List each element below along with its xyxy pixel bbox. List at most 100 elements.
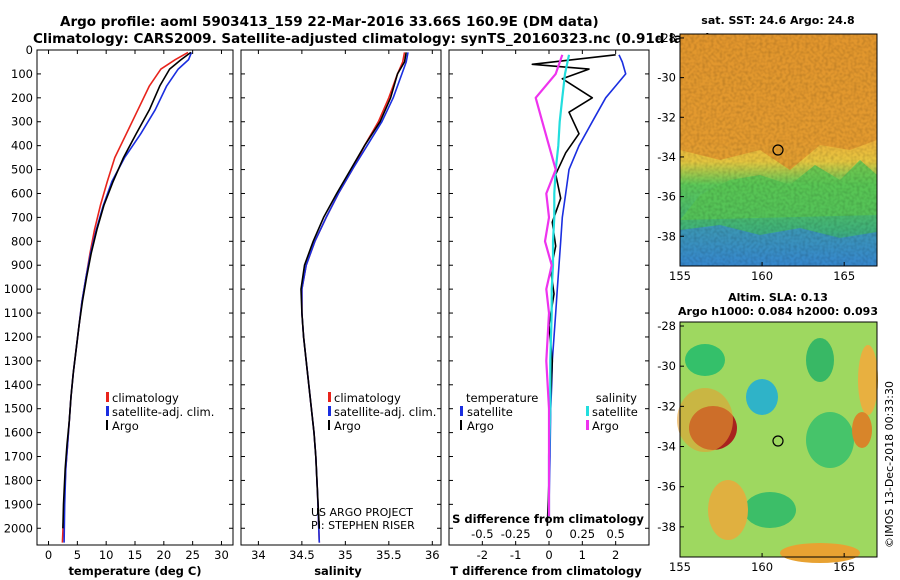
sla-eddy-green-4 [744,492,796,528]
legend-swatch-climatology [106,392,109,402]
map-y-tick-label: -36 [657,480,676,494]
legend-label-satellite: satellite-adj. clim. [334,405,436,419]
sla-eddy-orange-5 [780,543,860,563]
difference-secondary-ticks: -0.5 -0.25 0 0.25 0.5 [471,527,625,541]
series-line-temperature-argo [531,54,616,526]
depth-tick-label: 1700 [4,450,33,464]
map-y-tick-label: -34 [657,440,676,454]
legend-swatch-satellite [328,406,331,416]
x-tick-label: 36 [425,548,440,562]
x-tick-label: -1 [510,548,521,562]
legend-swatch-satellite [106,406,109,416]
difference-x-ticks: -2 -1 0 1 2 [477,50,619,562]
legend-swatch-temperature-satellite [460,406,463,416]
series-line-salinity-satellite [547,54,571,517]
depth-tick-label: 100 [11,67,33,81]
series-line-climatology [61,51,189,543]
x-tick-label: 20 [157,548,172,562]
x-tick-label: 5 [74,548,81,562]
sla-map-subtitle: Argo h1000: 0.084 h2000: 0.093 [678,305,878,318]
sst-texture [680,34,877,266]
project-annotation: US ARGO PROJECT [311,506,413,519]
salinity-panel-frame [240,49,442,546]
map-y-tick-label: -32 [657,110,676,124]
sla-argo-marker [772,435,784,447]
temperature-series [61,51,193,543]
sst-map: 155 160 165 -28 -30 -32 -34 -36 -38 [657,31,878,283]
depth-tick-label: 500 [11,163,33,177]
map-x-tick-label: 155 [669,269,691,283]
x-tick-label: 1 [579,548,586,562]
sla-map: 155 160 165 -28 -30 -32 -34 -36 -38 [657,319,878,574]
chart-title-line2: Climatology: CARS2009. Satellite-adjuste… [33,31,711,47]
series-line-climatology [301,52,406,543]
depth-tick-label: 1300 [4,354,33,368]
depth-tick-label: 1100 [4,306,33,320]
x-tick-label: 34 [251,548,266,562]
depth-tick-marks [37,49,649,529]
series-line-argo [300,52,407,529]
temperature-x-ticks: 0 5 10 15 20 25 30 [45,50,229,562]
difference-legend: temperature satellite Argo salinity sate… [460,391,638,433]
legend-label-temperature-satellite: satellite [467,405,513,419]
map-y-tick-label: -38 [657,520,676,534]
sla-eddy-orange-2 [708,480,748,540]
depth-tick-label: 1600 [4,426,33,440]
depth-tick-label: 900 [11,258,33,272]
legend-title-temperature: temperature [466,391,538,405]
salinity-x-ticks: 34 34.5 35 35.5 36 [251,50,440,562]
map-x-tick-label: 160 [751,560,773,574]
secondary-x-tick-label: -0.5 [471,527,493,541]
legend-label-satellite: satellite-adj. clim. [112,405,214,419]
x-tick-label: 35.5 [376,548,402,562]
temperature-legend: climatology satellite-adj. clim. Argo [106,391,214,433]
map-y-tick-label: -30 [657,359,676,373]
depth-tick-label: 1900 [4,497,33,511]
footer-credit: ©IMOS 13-Dec-2018 00:33:30 [883,381,896,548]
legend-label-temperature-argo: Argo [467,419,494,433]
depth-tick-label: 600 [11,186,33,200]
x-tick-label: 30 [214,548,229,562]
legend-swatch-argo [328,420,330,430]
sst-map-frame [679,33,878,267]
sla-map-ticks: 155 160 165 -28 -30 -32 -34 -36 -38 [657,319,855,574]
map-y-tick-label: -36 [657,190,676,204]
map-x-tick-label: 165 [833,269,855,283]
legend-title-salinity: salinity [596,391,637,405]
salinity-legend: climatology satellite-adj. clim. Argo [328,391,436,433]
salinity-series [300,52,409,543]
sla-map-title: Altim. SLA: 0.13 [728,291,828,304]
map-x-tick-label: 155 [669,560,691,574]
difference-series [531,54,627,526]
legend-label-argo: Argo [112,419,139,433]
x-tick-label: 10 [99,548,114,562]
legend-label-salinity-argo: Argo [592,419,619,433]
depth-tick-label: 1400 [4,378,33,392]
x-tick-label: 0 [45,548,52,562]
sla-eddy-cyan [746,379,778,415]
map-y-tick-label: -34 [657,150,676,164]
legend-swatch-salinity-argo [586,420,589,430]
depth-tick-label: 1800 [4,473,33,487]
chart-title-line1: Argo profile: aoml 5903413_159 22-Mar-20… [60,14,599,30]
secondary-x-tick-label: 0 [545,527,552,541]
secondary-x-tick-label: 0.25 [570,527,596,541]
depth-tick-label: 0 [26,43,33,57]
legend-swatch-argo [106,420,108,430]
secondary-x-tick-label: -0.25 [501,527,531,541]
map-y-tick-label: -28 [657,319,676,333]
sst-map-ticks: 155 160 165 -28 -30 -32 -34 -36 -38 [657,31,855,283]
legend-swatch-temperature-argo [460,420,462,430]
sst-map-title: sat. SST: 24.6 Argo: 24.8 [701,14,854,27]
x-tick-label: 25 [185,548,200,562]
x-tick-label: 35 [338,548,353,562]
depth-tick-label: 2000 [4,521,33,535]
x-tick-label: 34.5 [289,548,315,562]
map-x-tick-label: 160 [751,269,773,283]
x-tick-label: 2 [612,548,619,562]
sla-eddy-orange-4 [852,412,872,448]
x-tick-label: 0 [545,548,552,562]
depth-tick-label: 300 [11,115,33,129]
pi-annotation: PI: STEPHEN RISER [311,519,415,532]
sla-eddy-green-1 [685,344,725,376]
